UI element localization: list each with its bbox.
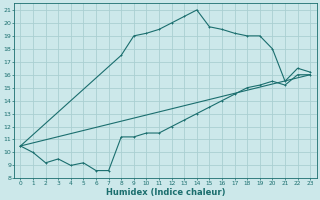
X-axis label: Humidex (Indice chaleur): Humidex (Indice chaleur)	[106, 188, 225, 197]
